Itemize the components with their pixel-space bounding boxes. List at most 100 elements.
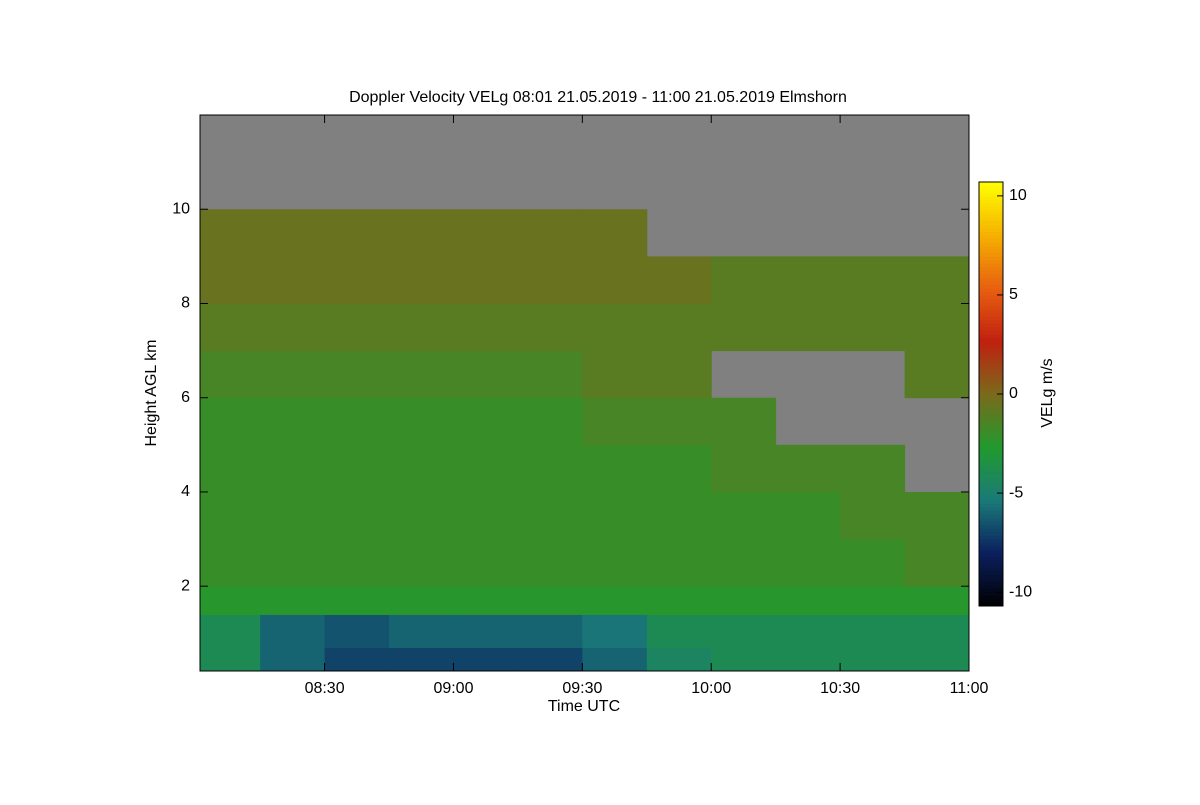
heatmap-cell [840,491,906,540]
heatmap-cell [517,256,583,304]
colorbar-segment [979,298,1003,303]
y-tick-label: 10 [172,200,190,217]
heatmap-cell [517,444,583,493]
heatmap-cell [517,647,583,672]
colorbar-segment [979,439,1003,444]
heatmap-cell [840,539,906,587]
heatmap-cell [324,209,390,257]
heatmap-cell [711,491,777,540]
colorbar-segment [979,553,1003,558]
colorbar-segment [979,238,1003,243]
heatmap-cell [517,209,583,257]
y-tick-label: 2 [181,577,190,594]
colorbar-segment [979,496,1003,501]
colorbar-segment [979,196,1003,201]
colorbar-segment [979,390,1003,395]
colorbar-segment [979,521,1003,526]
colorbar-segment [979,199,1003,204]
x-tick-label: 09:00 [433,680,473,697]
heatmap-cell [260,539,326,587]
y-tick-label: 8 [181,295,190,312]
heatmap-cell [582,647,648,672]
colorbar-segment [979,450,1003,455]
heatmap-cell [200,647,261,672]
colorbar-segment [979,584,1003,589]
x-tick-label: 10:30 [820,680,860,697]
heatmap-cell [840,303,906,352]
colorbar-segment [979,316,1003,321]
heatmap-cell [646,586,712,615]
heatmap-cell [517,586,583,615]
colorbar-segment [979,379,1003,384]
heatmap-cell [260,586,326,615]
colorbar-segment [979,249,1003,254]
heatmap-cell [453,209,519,257]
heatmap-cell [904,303,970,352]
heatmap-cell [711,586,777,615]
colorbar-segment [979,344,1003,349]
colorbar-segment [979,259,1003,264]
colorbar-segment [979,189,1003,194]
colorbar-segment [979,231,1003,236]
chart-title: Doppler Velocity VELg 08:01 21.05.2019 -… [349,89,847,106]
heatmap-cell [260,350,326,399]
heatmap-cell [582,303,648,352]
heatmap-cell [582,397,648,446]
colorbar-segment [979,528,1003,533]
heatmap-cell [324,397,390,446]
y-axis-label: Height AGL km [143,339,160,446]
heatmap-cell [260,303,326,352]
colorbar-segment [979,415,1003,420]
colorbar-tick-label: -5 [1009,484,1023,501]
colorbar-segment [979,210,1003,215]
heatmap-cell [711,444,777,493]
x-tick-label: 08:30 [305,680,345,697]
y-tick-label: 6 [181,389,190,406]
colorbar-segment [979,273,1003,278]
heatmap-cell [646,539,712,587]
heatmap-cell [904,350,970,399]
colorbar-segment [979,535,1003,540]
colorbar-segment [979,482,1003,487]
colorbar-segment [979,280,1003,285]
heatmap-cell [200,444,261,493]
colorbar-segment [979,591,1003,596]
colorbar-segment [979,531,1003,536]
heatmap-cell [324,303,390,352]
heatmap-cell [200,209,261,257]
colorbar-segment [979,418,1003,423]
heatmap-cell [389,397,454,446]
colorbar-segment [979,503,1003,508]
colorbar-segment [979,372,1003,377]
colorbar-tick-label: -10 [1009,583,1032,600]
heatmap-cell [582,586,648,615]
colorbar-segment [979,404,1003,409]
heatmap-cell [260,444,326,493]
heatmap-cell [453,350,519,399]
colorbar-segment [979,447,1003,452]
colorbar-segment [979,507,1003,512]
colorbar-segment [979,206,1003,211]
colorbar-segment [979,457,1003,462]
colorbar-segment [979,362,1003,367]
heatmap-cell [840,614,906,648]
heatmap-cell [582,350,648,399]
heatmap-cell [646,647,712,672]
colorbar-segment [979,333,1003,338]
heatmap-cell [389,539,454,587]
colorbar-segment [979,524,1003,529]
heatmap-cell [904,491,970,540]
colorbar-tick-label: 0 [1009,385,1018,402]
colorbar-segment [979,588,1003,593]
heatmap-cell [389,491,454,540]
heatmap-cell [517,539,583,587]
colorbar-segment [979,492,1003,497]
colorbar-segment [979,570,1003,575]
colorbar-label: VELg m/s [1039,358,1056,427]
heatmap-cell [775,539,841,587]
heatmap-cell [200,397,261,446]
heatmap-cell [646,303,712,352]
heatmap-cell [775,256,841,304]
heatmap-cell [200,491,261,540]
heatmap-cell [324,614,390,648]
